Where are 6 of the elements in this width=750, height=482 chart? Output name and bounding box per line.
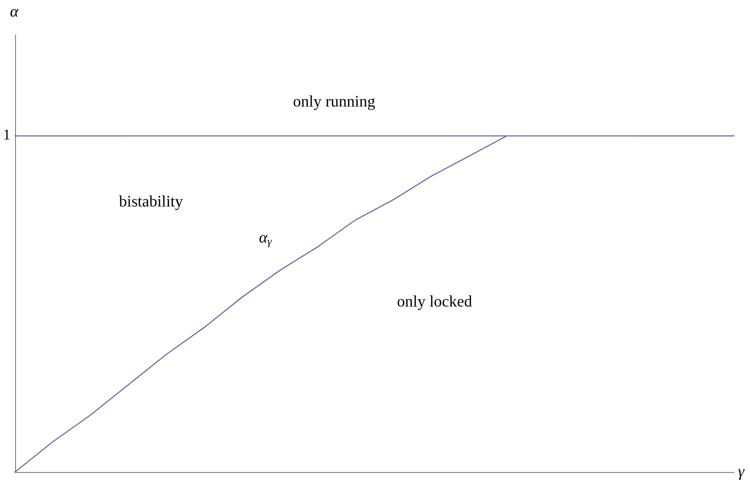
annotation: only locked [397, 294, 472, 310]
x-axis-title: γ [738, 464, 745, 480]
text: α [10, 4, 19, 20]
text: 1 [3, 128, 10, 144]
annotation: bistability [119, 194, 183, 210]
text: only running [293, 94, 376, 110]
